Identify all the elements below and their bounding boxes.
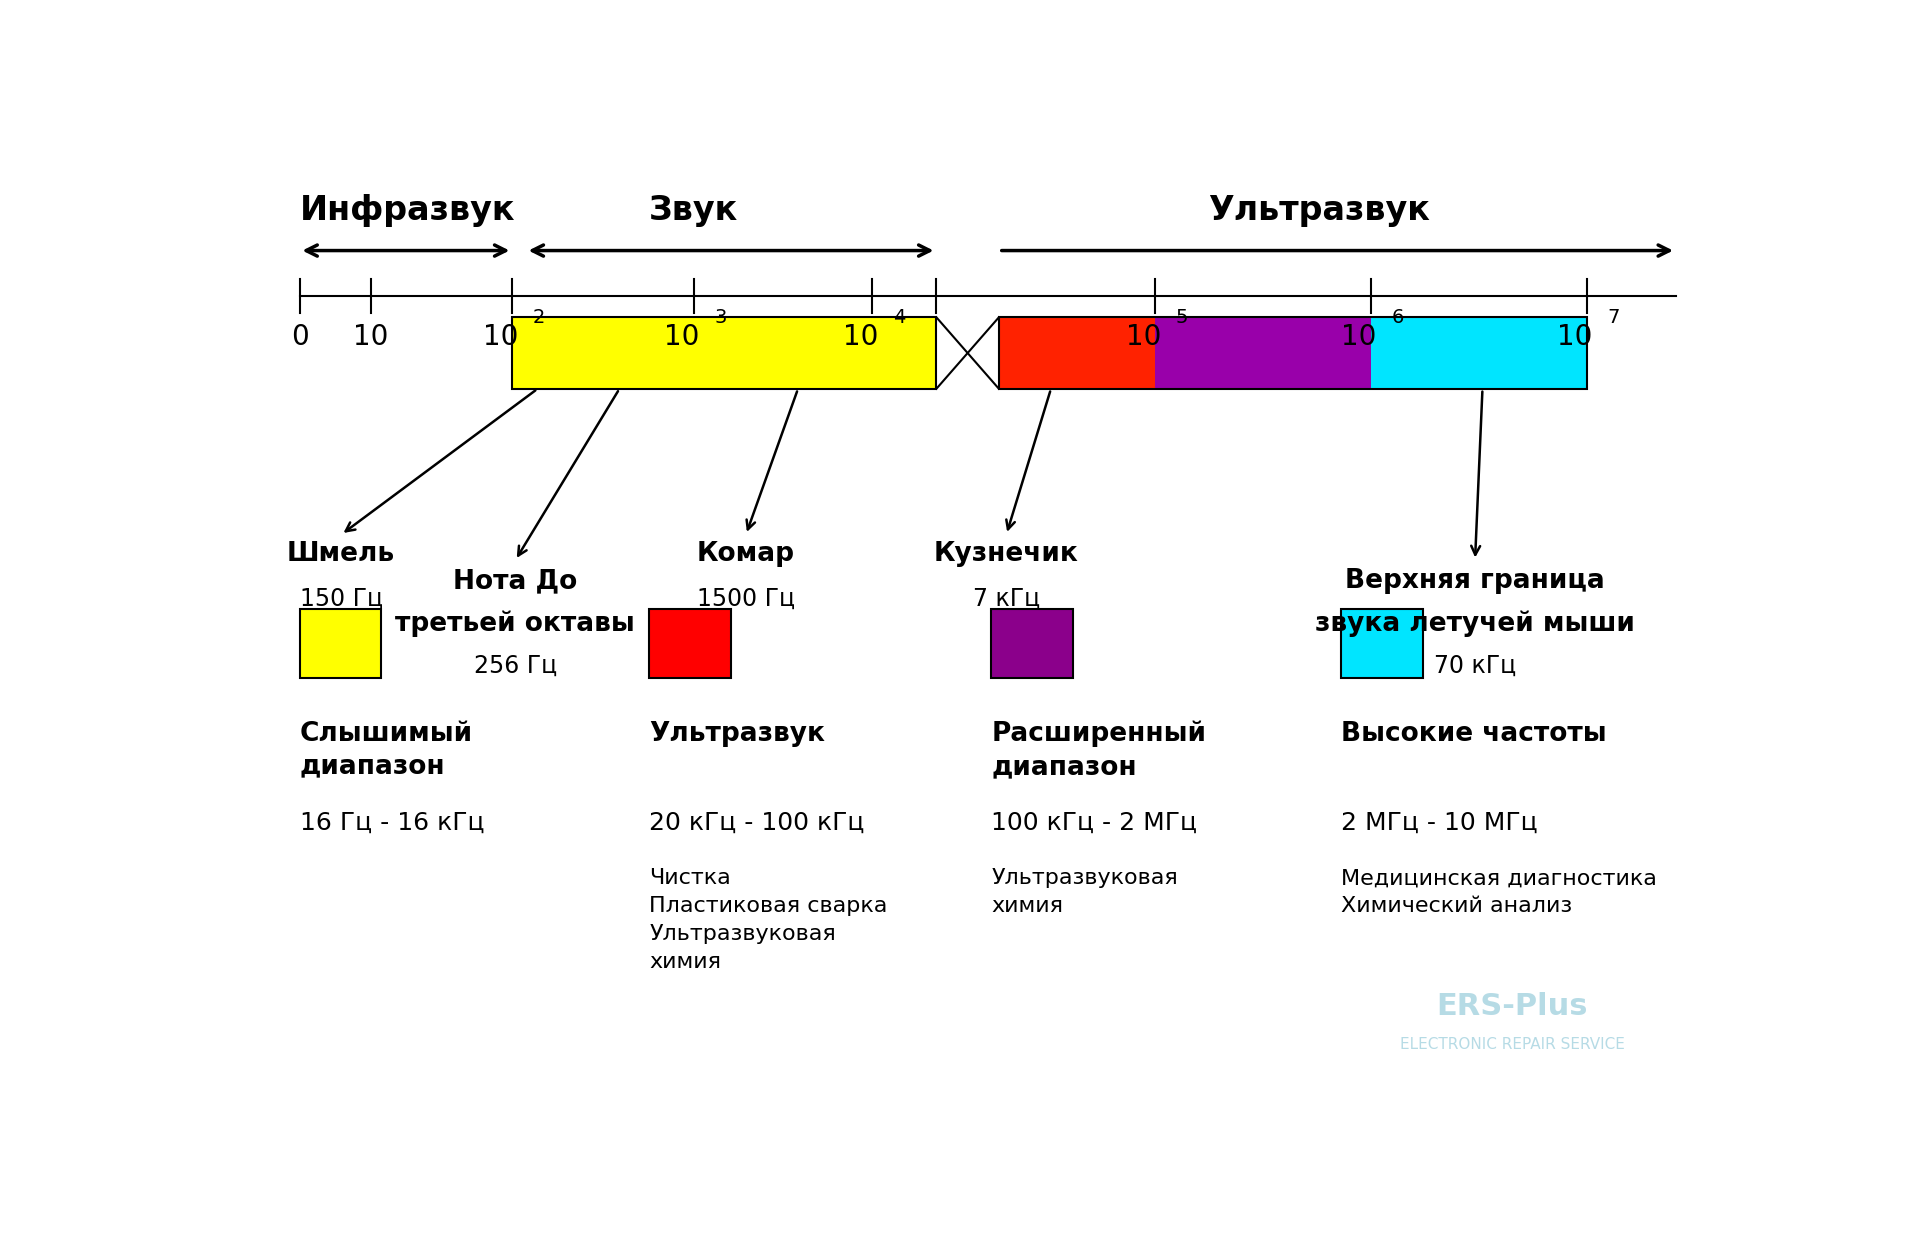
Text: 7 кГц: 7 кГц — [973, 587, 1041, 612]
Text: Чистка
Пластиковая сварка
Ультразвуковая
химия: Чистка Пластиковая сварка Ультразвуковая… — [649, 868, 887, 972]
Text: 16 Гц - 16 кГц: 16 Гц - 16 кГц — [300, 811, 484, 836]
Text: 100 кГц - 2 МГц: 100 кГц - 2 МГц — [991, 811, 1198, 836]
Text: ERS-Plus: ERS-Plus — [1436, 992, 1588, 1021]
Text: ELECTRONIC REPAIR SERVICE: ELECTRONIC REPAIR SERVICE — [1400, 1037, 1624, 1052]
Text: Ультразвук: Ультразвук — [1208, 194, 1430, 227]
Text: 10: 10 — [1557, 323, 1592, 352]
Text: Шмель: Шмель — [288, 541, 396, 567]
Text: 1500 Гц: 1500 Гц — [697, 587, 795, 612]
Text: 4: 4 — [893, 308, 906, 327]
Bar — [300, 609, 382, 677]
Text: Медицинская диагностика
Химический анализ: Медицинская диагностика Химический анали… — [1340, 868, 1657, 916]
Bar — [1340, 609, 1423, 677]
Text: Инфразвук: Инфразвук — [300, 194, 515, 227]
Bar — [513, 317, 937, 389]
Text: Слышимый
диапазон: Слышимый диапазон — [300, 721, 472, 780]
Bar — [1371, 317, 1586, 389]
Bar — [998, 317, 1156, 389]
Text: 5: 5 — [1175, 308, 1188, 327]
Text: 7: 7 — [1607, 308, 1620, 327]
Text: Расширенный
диапазон: Расширенный диапазон — [991, 721, 1206, 780]
Text: 20 кГц - 100 кГц: 20 кГц - 100 кГц — [649, 811, 864, 836]
Text: 10: 10 — [482, 323, 518, 352]
Text: Звук: Звук — [649, 194, 739, 227]
Text: 10: 10 — [1342, 323, 1377, 352]
Text: Верхняя граница: Верхняя граница — [1346, 568, 1605, 594]
Text: 10: 10 — [664, 323, 699, 352]
Text: 10: 10 — [843, 323, 877, 352]
Text: 0: 0 — [290, 323, 309, 352]
Text: Ультразвук: Ультразвук — [649, 721, 826, 747]
Text: 70 кГц: 70 кГц — [1434, 654, 1517, 677]
Text: Комар: Комар — [697, 541, 795, 567]
Text: Кузнечик: Кузнечик — [933, 541, 1079, 567]
Bar — [991, 609, 1073, 677]
Text: 3: 3 — [714, 308, 728, 327]
Text: третьей октавы: третьей октавы — [396, 610, 636, 638]
Bar — [998, 317, 1586, 389]
Text: 10: 10 — [353, 323, 388, 352]
Text: 10: 10 — [1125, 323, 1162, 352]
Text: 2: 2 — [534, 308, 545, 327]
Bar — [1156, 317, 1371, 389]
Text: Высокие частоты: Высокие частоты — [1340, 721, 1607, 747]
Text: 6: 6 — [1392, 308, 1404, 327]
Text: 2 МГц - 10 МГц: 2 МГц - 10 МГц — [1340, 811, 1538, 836]
Text: 150 Гц: 150 Гц — [300, 587, 382, 612]
Bar — [649, 609, 732, 677]
Text: 256 Гц: 256 Гц — [474, 654, 557, 677]
Text: звука летучей мыши: звука летучей мыши — [1315, 610, 1636, 638]
Text: Нота До: Нота До — [453, 568, 578, 594]
Text: Ультразвуковая
химия: Ультразвуковая химия — [991, 868, 1179, 916]
